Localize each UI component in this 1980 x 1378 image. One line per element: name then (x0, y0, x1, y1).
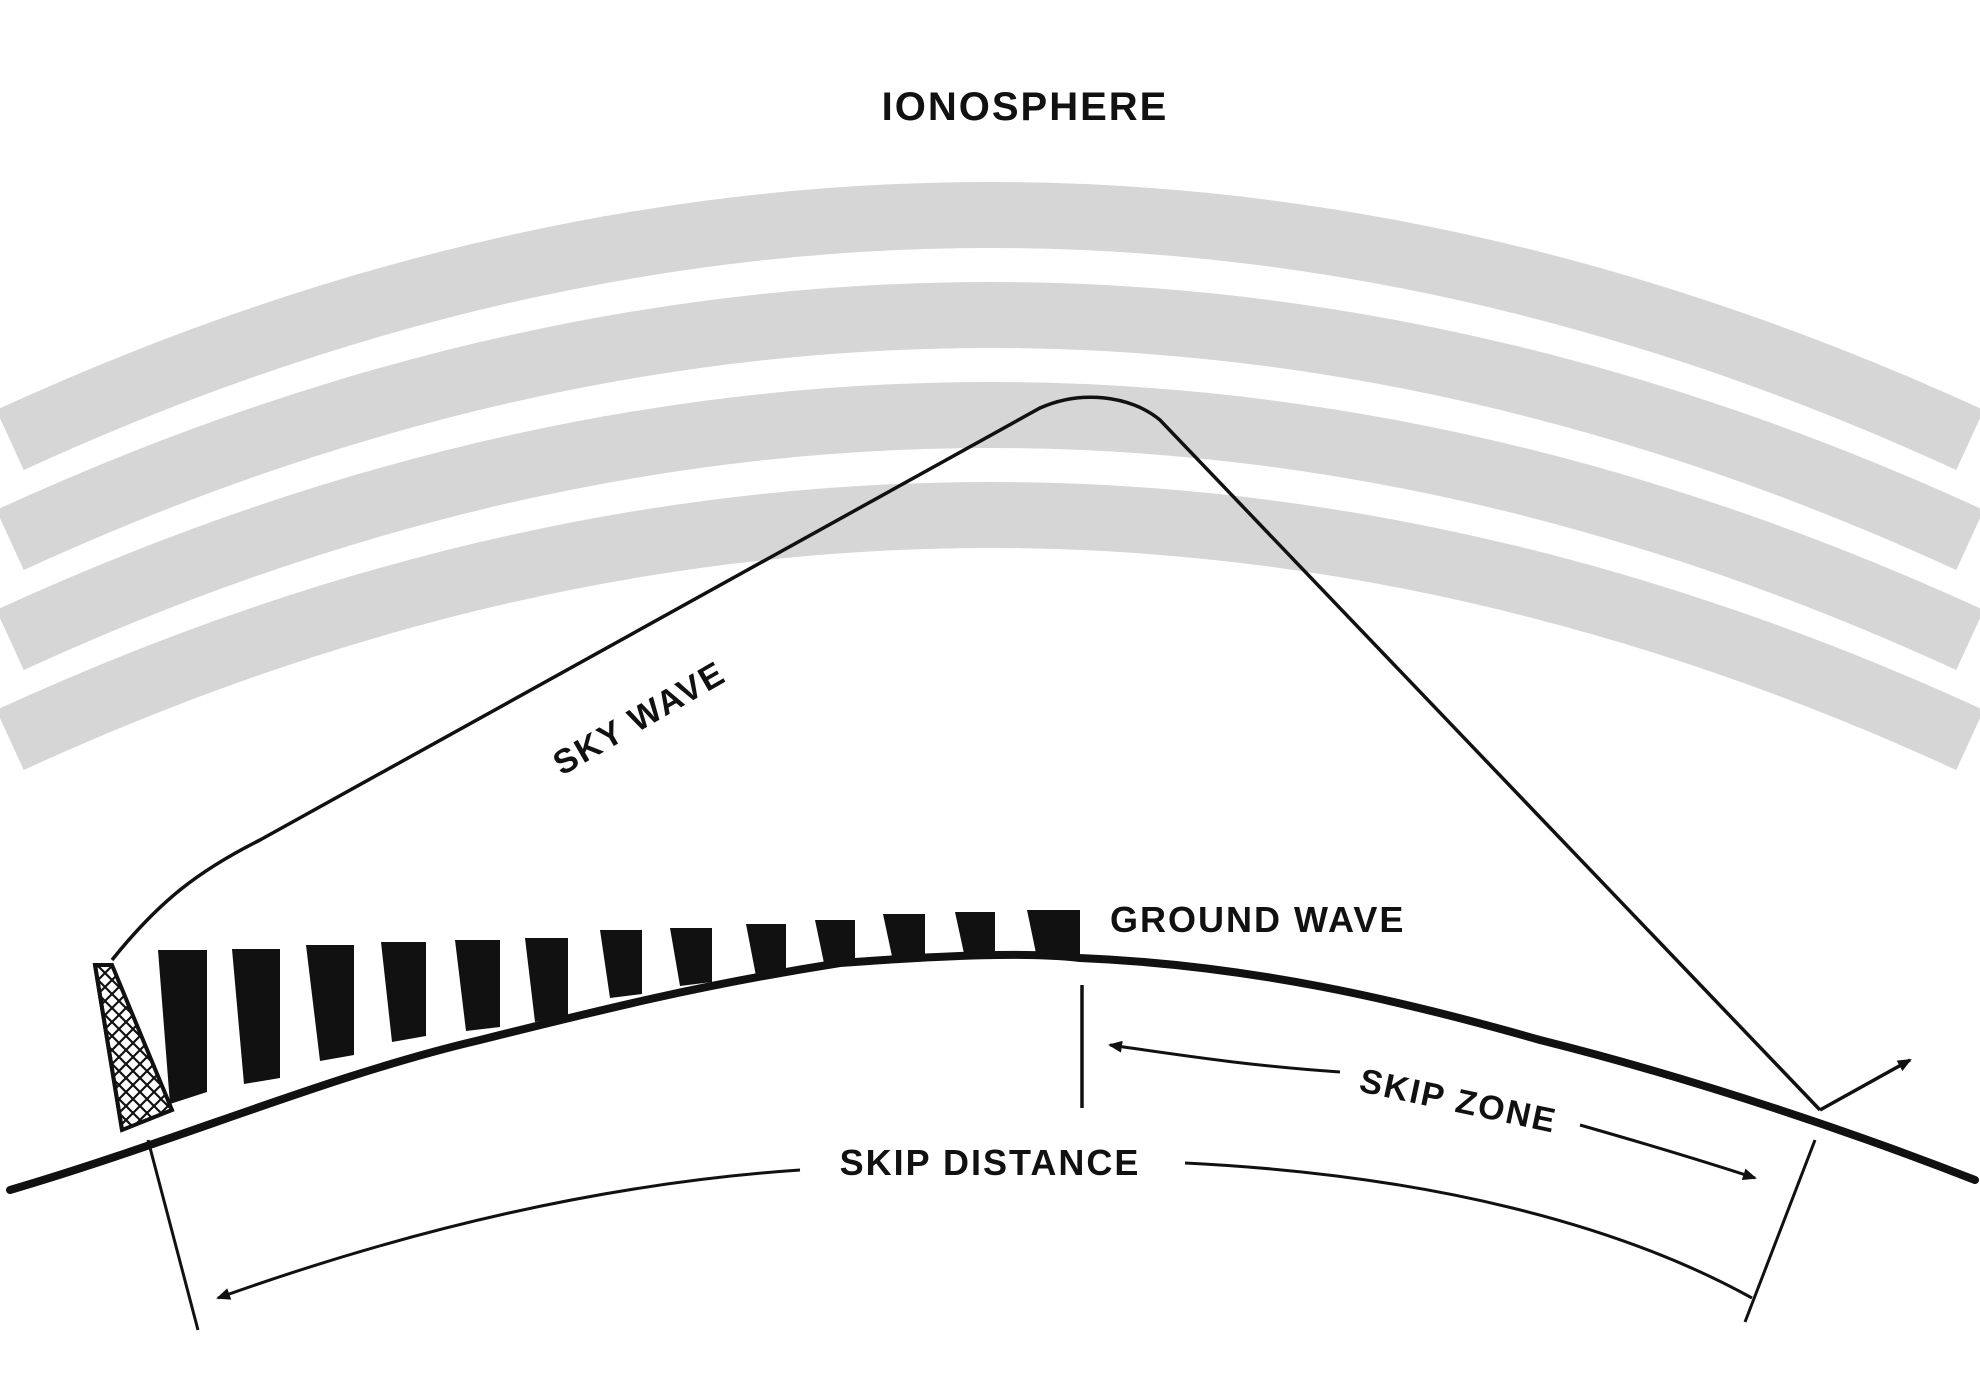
skip-distance-arrow-left (216, 1168, 801, 1300)
ground-wave-label: GROUND WAVE (1110, 899, 1405, 940)
skip-zone-label: SKIP ZONE (1356, 1062, 1560, 1141)
skip-zone-arrow-left (1108, 1040, 1341, 1074)
skip-zone-arrow-right (1579, 1123, 1757, 1180)
skip-distance-arrow-right (1184, 1161, 1753, 1300)
arrow-up-right-icon (1819, 1058, 1912, 1112)
sky-wave-line (110, 395, 1822, 1112)
transmitter-tower-icon (92, 963, 175, 1133)
ionosphere-layers (0, 182, 1980, 770)
ionosphere-band-3 (0, 382, 1980, 670)
skip-distance-right-tick (1743, 1139, 1817, 1323)
ground-wave-bar (746, 924, 786, 976)
ionosphere-band-4 (0, 482, 1980, 770)
ground-wave-bar (670, 928, 712, 986)
ground-wave-bar (883, 914, 925, 961)
ground-wave-bar (955, 912, 995, 958)
ground-wave-bar (381, 942, 426, 1042)
ground-wave-bars (158, 910, 1080, 1104)
ground-wave-bar (600, 930, 642, 998)
ionosphere-band-1 (0, 182, 1980, 470)
skip-distance-label: SKIP DISTANCE (840, 1142, 1141, 1183)
ground-wave-bar (232, 949, 280, 1084)
ionosphere-band-2 (0, 282, 1980, 570)
ground-wave-bar (306, 945, 354, 1061)
skip-distance-left-tick (146, 1139, 200, 1331)
ionosphere-title: IONOSPHERE (882, 85, 1169, 129)
ground-wave-bar (1027, 910, 1080, 958)
ground-wave-bar (455, 940, 500, 1031)
sky-wave-label: SKY WAVE (547, 654, 733, 783)
ground-wave-bar (815, 920, 855, 968)
ground-wave-bar (525, 938, 568, 1022)
ground-wave-bar (158, 950, 207, 1104)
